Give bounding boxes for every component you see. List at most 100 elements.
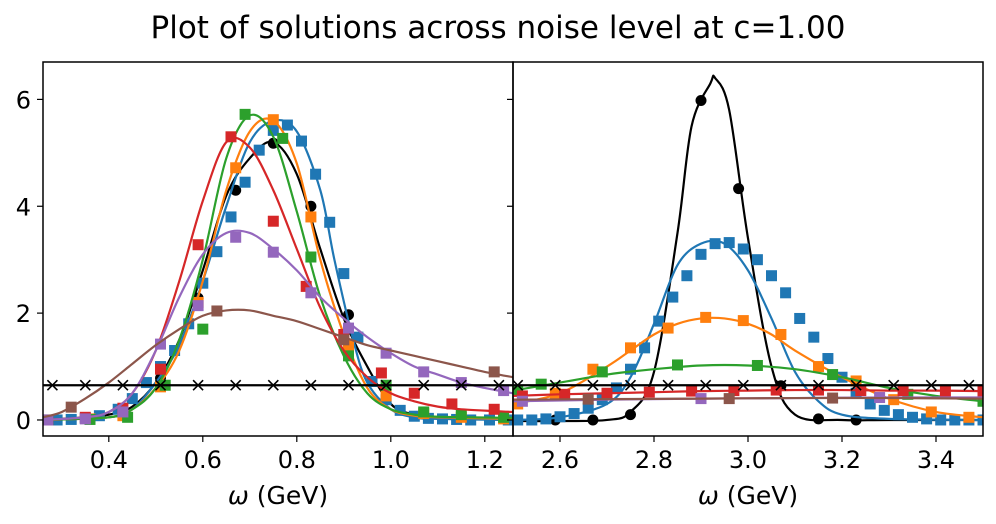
- data-point: [568, 408, 580, 420]
- data-point: [380, 390, 392, 402]
- data-point: [780, 287, 792, 299]
- series-green-0: [43, 108, 513, 426]
- data-point: [559, 388, 571, 400]
- data-point: [277, 132, 289, 144]
- data-point: [813, 384, 824, 396]
- data-point: [709, 238, 721, 250]
- data-point: [794, 312, 806, 324]
- data-point: [695, 248, 707, 260]
- data-point: [197, 323, 209, 335]
- data-point: [549, 379, 561, 391]
- data-point: [723, 237, 735, 249]
- data-point: [921, 413, 933, 425]
- data-point: [977, 414, 983, 426]
- data-point: [267, 246, 279, 258]
- data-point: [225, 211, 237, 223]
- plot-area: [513, 74, 983, 426]
- data-point: [662, 379, 674, 391]
- x-tick-label: 3.0: [729, 446, 767, 474]
- data-point: [192, 239, 204, 251]
- data-point: [352, 331, 364, 343]
- data-point: [587, 379, 599, 391]
- data-point: [596, 366, 608, 378]
- series-blue-0: [43, 118, 513, 426]
- data-point: [549, 387, 561, 399]
- data-point: [963, 379, 975, 391]
- x-axis-label: ω (GeV): [698, 481, 798, 510]
- data-point: [455, 377, 467, 389]
- data-point: [192, 379, 204, 391]
- data-point: [140, 377, 152, 389]
- data-point: [43, 414, 54, 426]
- data-point: [812, 379, 825, 391]
- x-tick-label: 2.8: [635, 446, 673, 474]
- data-point: [513, 379, 524, 391]
- y-tick-label: 6: [16, 86, 31, 114]
- data-point: [446, 398, 458, 410]
- data-point: [700, 311, 712, 323]
- x-tick-label: 3.4: [917, 446, 955, 474]
- data-point: [418, 379, 430, 391]
- data-point: [554, 411, 566, 423]
- data-point: [775, 379, 787, 391]
- series-line: [43, 229, 513, 422]
- x-tick-label: 0.4: [90, 446, 128, 474]
- data-point: [963, 411, 975, 423]
- data-point: [343, 322, 354, 334]
- data-point: [855, 385, 867, 397]
- data-point: [253, 144, 265, 156]
- data-point: [324, 216, 336, 228]
- data-point: [653, 315, 665, 327]
- data-point: [925, 406, 937, 418]
- data-point: [267, 215, 279, 227]
- data-point: [582, 402, 594, 414]
- data-point: [465, 414, 477, 426]
- data-point: [939, 385, 951, 397]
- data-point: [418, 366, 430, 378]
- data-point: [230, 231, 242, 243]
- x-tick-label: 2.6: [541, 446, 579, 474]
- data-point: [587, 363, 599, 375]
- series-brown-1: [513, 392, 983, 405]
- data-point: [827, 369, 839, 381]
- data-point: [305, 287, 317, 299]
- data-point: [493, 379, 505, 391]
- data-point: [126, 393, 138, 405]
- data-point: [211, 246, 223, 258]
- data-point: [155, 363, 166, 375]
- chart-title: Plot of solutions across noise level at …: [151, 10, 846, 46]
- data-point: [751, 359, 763, 371]
- data-point: [737, 315, 749, 327]
- data-point: [79, 379, 91, 391]
- data-point: [977, 395, 983, 407]
- data-point: [418, 406, 430, 418]
- data-point: [625, 363, 636, 375]
- x-tick-label: 3.2: [823, 446, 861, 474]
- data-point: [672, 359, 683, 371]
- data-point: [192, 300, 204, 312]
- data-point: [897, 385, 909, 397]
- data-point: [813, 361, 824, 373]
- data-point: [310, 168, 322, 180]
- data-point: [305, 379, 317, 391]
- right-panel: 2.6 2.8 3.0 3.2 3.4 ω (GeV): [507, 61, 984, 510]
- data-point: [526, 414, 538, 426]
- data-point: [639, 342, 651, 354]
- data-point: [695, 94, 707, 106]
- x-tick-label: 0.8: [278, 446, 316, 474]
- data-point: [625, 342, 636, 354]
- data-point: [888, 394, 900, 406]
- data-point: [230, 379, 242, 391]
- x-tick-label: 0.6: [184, 446, 222, 474]
- data-point: [808, 331, 820, 343]
- data-point: [455, 409, 467, 421]
- data-point: [827, 392, 839, 404]
- data-point: [977, 385, 983, 397]
- data-point: [380, 347, 392, 359]
- series-line: [43, 113, 513, 422]
- data-point: [864, 398, 876, 410]
- data-point: [540, 413, 552, 425]
- data-point: [342, 379, 355, 391]
- data-point: [267, 114, 279, 126]
